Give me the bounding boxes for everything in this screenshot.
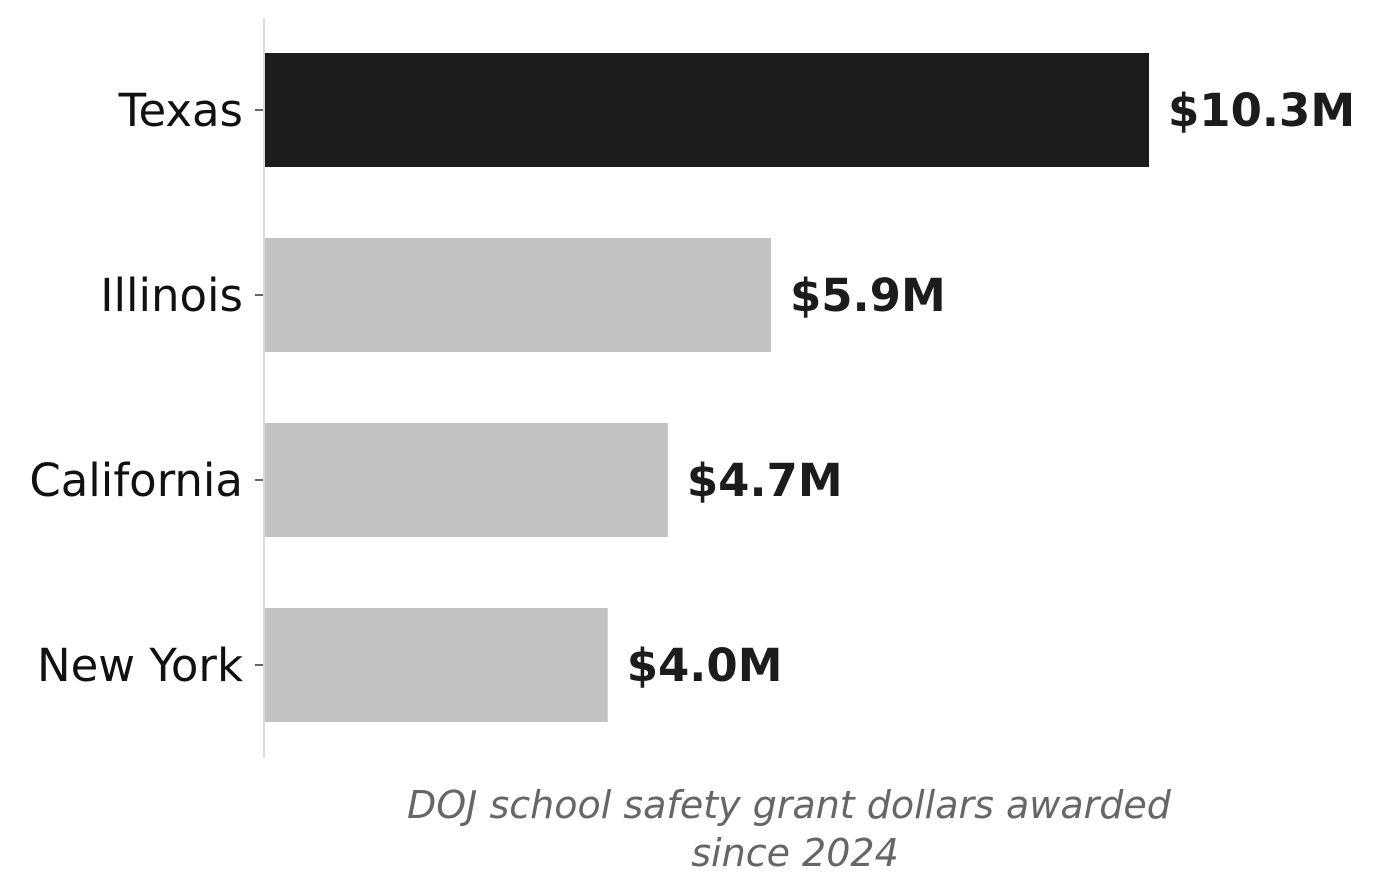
x-axis-label-line-2: since 2024: [691, 831, 899, 875]
category-labels-layer: Texas Illinois California New York: [29, 84, 243, 692]
bar-illinois: [264, 238, 771, 352]
category-label: California: [29, 454, 243, 507]
value-label: $4.0M: [627, 639, 783, 692]
x-axis-label-line-1: DOJ school safety grant dollars awarded: [407, 783, 1172, 827]
x-axis-label: DOJ school safety grant dollars awarded …: [407, 783, 1183, 875]
value-labels-layer: $10.3M $5.9M $4.7M $4.0M: [627, 84, 1355, 692]
category-label: New York: [37, 639, 243, 692]
bar-california: [264, 423, 668, 537]
y-ticks-layer: [255, 109, 264, 666]
value-label: $4.7M: [687, 454, 843, 507]
value-label: $5.9M: [790, 269, 946, 322]
bar-new-york: [264, 608, 608, 722]
category-label: Illinois: [100, 269, 243, 322]
bars-layer: [264, 53, 1149, 722]
value-label: $10.3M: [1168, 84, 1355, 137]
category-label: Texas: [118, 84, 243, 137]
bar-texas: [264, 53, 1149, 167]
